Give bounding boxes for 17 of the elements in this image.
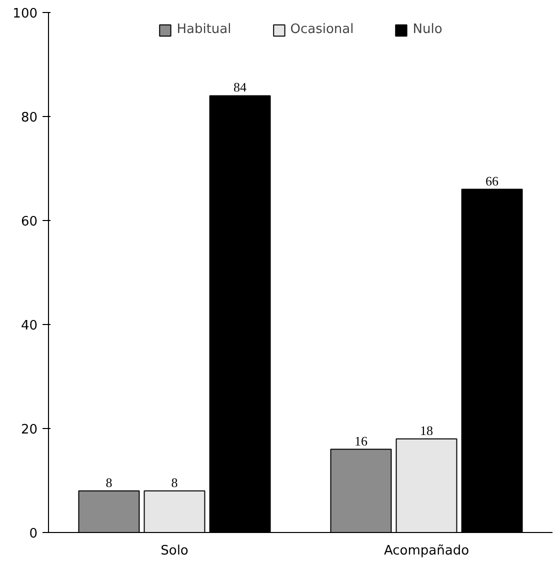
y-tick-label: 60 [20,214,38,230]
legend-label: Nulo [412,22,442,37]
x-tick-label: Solo [160,544,188,558]
y-tick-label: 20 [20,422,38,438]
data-label: 84 [234,80,248,95]
x-tick-label: Acompañado [384,544,470,558]
legend-label: Ocasional [290,22,354,37]
data-label: 16 [354,433,368,448]
y-tick-label: 0 [29,526,38,542]
data-label: 66 [486,173,500,188]
y-tick-label: 40 [20,318,38,334]
data-label: 18 [420,422,433,438]
legend-label: Habitual [176,22,232,37]
y-tick-label: 100 [12,6,38,22]
data-label: 8 [106,474,112,490]
y-tick-label: 80 [20,110,38,126]
data-label: 8 [171,474,178,490]
